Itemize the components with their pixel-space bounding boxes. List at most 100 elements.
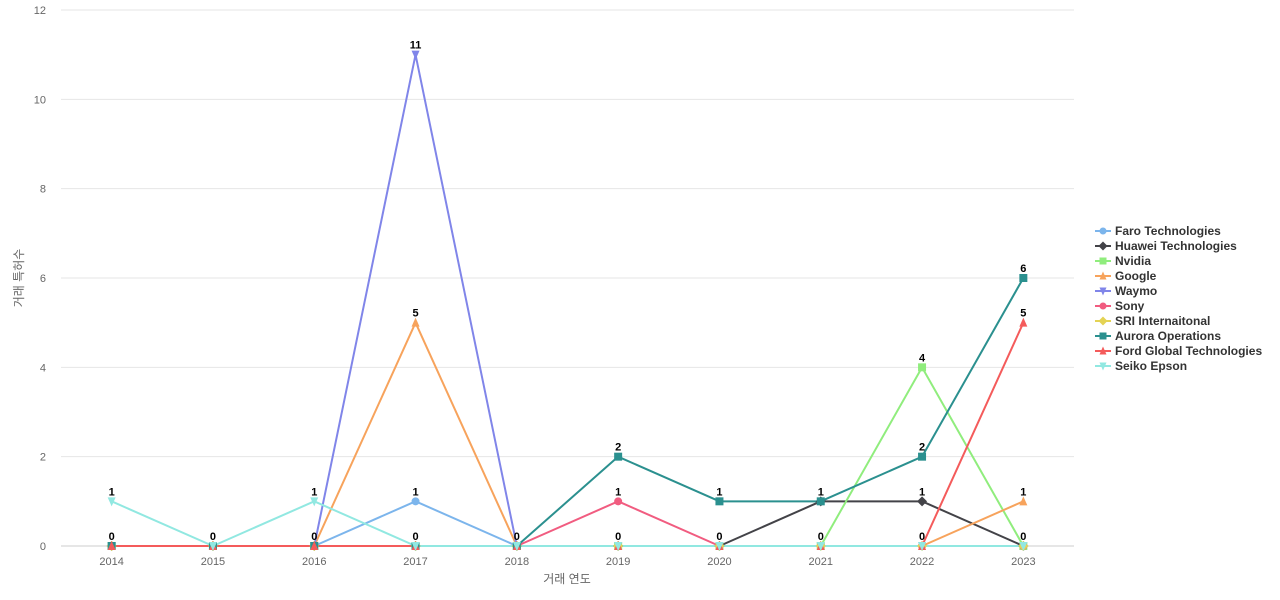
data-point-aurora-operations <box>816 497 825 506</box>
legend-label: Sony <box>1115 299 1145 313</box>
data-label: 1 <box>919 486 925 498</box>
legend-item-seiko-epson[interactable]: Seiko Epson <box>1095 359 1187 373</box>
data-label: 1 <box>1020 486 1026 498</box>
series-markers <box>106 50 1029 551</box>
y-tick-label: 2 <box>40 452 46 464</box>
data-point-aurora-operations <box>614 452 623 461</box>
legend-marker <box>1099 257 1107 265</box>
data-point-nvidia <box>918 363 927 372</box>
data-point-faro-technologies <box>411 497 420 506</box>
x-tick-label: 2023 <box>1011 556 1035 568</box>
legend-label: Huawei Technologies <box>1115 239 1237 253</box>
data-label: 0 <box>109 531 115 543</box>
data-label: 0 <box>615 531 621 543</box>
legend-marker <box>1099 362 1107 371</box>
legend-item-ford-global-technologies[interactable]: Ford Global Technologies <box>1095 344 1262 358</box>
legend-label: Aurora Operations <box>1115 329 1221 343</box>
legend-marker <box>1099 271 1107 280</box>
data-label: 11 <box>410 40 422 52</box>
data-point-seiko-epson <box>107 497 116 507</box>
data-point-seiko-epson <box>715 542 724 551</box>
data-label: 1 <box>818 486 824 498</box>
y-tick-label: 0 <box>40 541 46 553</box>
legend-label: Waymo <box>1115 284 1157 298</box>
data-point-aurora-operations <box>1019 274 1028 282</box>
data-label: 0 <box>716 531 722 543</box>
data-point-ford-global-technologies <box>310 541 319 550</box>
legend-item-sony[interactable]: Sony <box>1095 299 1145 313</box>
x-tick-label: 2016 <box>302 556 326 568</box>
data-label: 1 <box>109 486 115 498</box>
data-label: 4 <box>919 352 926 364</box>
grid <box>61 9 1074 547</box>
y-tick-label: 10 <box>34 94 46 106</box>
data-label: 1 <box>311 486 317 498</box>
series-line-aurora-operations <box>111 277 1025 547</box>
legend-item-sri-internaitonal[interactable]: SRI Internaitonal <box>1095 314 1210 328</box>
data-label: 0 <box>412 531 418 543</box>
legend-marker <box>1099 346 1107 355</box>
legend-item-aurora-operations[interactable]: Aurora Operations <box>1095 329 1221 343</box>
data-label: 0 <box>1020 531 1026 543</box>
y-axis-title: 거래 특허수 <box>12 249 26 308</box>
x-tick-label: 2022 <box>910 556 934 568</box>
legend-label: Ford Global Technologies <box>1115 344 1262 358</box>
legend-marker <box>1099 332 1107 340</box>
series-line-seiko-epson <box>111 500 1024 547</box>
legend-marker <box>1098 316 1108 326</box>
data-label: 0 <box>210 531 216 543</box>
data-label: 5 <box>1020 308 1026 320</box>
data-label: 2 <box>919 442 925 454</box>
data-point-seiko-epson <box>918 542 927 551</box>
series-line-sony <box>111 500 1024 547</box>
legend-item-google[interactable]: Google <box>1095 269 1157 283</box>
legend-marker <box>1099 302 1107 310</box>
legend-label: Google <box>1115 269 1157 283</box>
data-point-seiko-epson <box>1019 542 1028 551</box>
x-tick-label: 2015 <box>201 556 225 568</box>
legend-marker <box>1098 241 1108 251</box>
x-tick-label: 2021 <box>809 556 833 568</box>
legend-label: SRI Internaitonal <box>1115 314 1210 328</box>
x-tick-label: 2019 <box>606 556 630 568</box>
data-point-seiko-epson <box>208 542 217 551</box>
series-line-google <box>111 321 1024 547</box>
series-lines <box>111 53 1025 547</box>
legend-item-huawei-technologies[interactable]: Huawei Technologies <box>1095 239 1237 253</box>
data-label: 0 <box>514 531 520 543</box>
y-tick-label: 6 <box>40 273 46 285</box>
legend-item-waymo[interactable]: Waymo <box>1095 284 1157 298</box>
data-point-ford-global-technologies <box>107 541 116 550</box>
data-point-seiko-epson <box>310 497 319 507</box>
y-tick-label: 8 <box>40 184 46 196</box>
legend-item-faro-technologies[interactable]: Faro Technologies <box>1095 224 1221 238</box>
data-label: 1 <box>615 486 621 498</box>
data-point-waymo <box>411 50 420 60</box>
data-label: 5 <box>412 308 418 320</box>
legend-label: Nvidia <box>1115 254 1151 268</box>
data-label: 0 <box>311 531 317 543</box>
legend-marker <box>1099 227 1107 235</box>
data-label: 2 <box>615 442 621 454</box>
data-label: 0 <box>919 531 925 543</box>
data-point-google <box>1019 496 1028 506</box>
data-labels: 1 0 0 1 0 11 5 1 0 0 2 1 0 1 0 1 0 4 2 1 0 6 5 1 0 <box>109 40 1027 543</box>
legend-item-nvidia[interactable]: Nvidia <box>1095 254 1151 268</box>
legend-label: Seiko Epson <box>1115 359 1187 373</box>
data-label: 6 <box>1020 263 1026 275</box>
legend-label: Faro Technologies <box>1115 224 1221 238</box>
series-line-ford-global-technologies <box>111 322 1025 547</box>
x-axis-ticks: 2014 2015 2016 2017 2018 2019 2020 2021 2022 2023 <box>99 556 1035 568</box>
x-tick-label: 2018 <box>505 556 529 568</box>
data-label: 0 <box>818 531 824 543</box>
data-point-seiko-epson <box>512 542 521 551</box>
y-tick-label: 12 <box>34 5 46 17</box>
y-axis-ticks: 0 2 4 6 8 10 12 <box>34 5 46 553</box>
data-point-huawei-technologies <box>917 496 928 507</box>
data-label: 1 <box>716 486 722 498</box>
x-tick-label: 2020 <box>707 556 731 568</box>
data-point-aurora-operations <box>715 497 724 506</box>
